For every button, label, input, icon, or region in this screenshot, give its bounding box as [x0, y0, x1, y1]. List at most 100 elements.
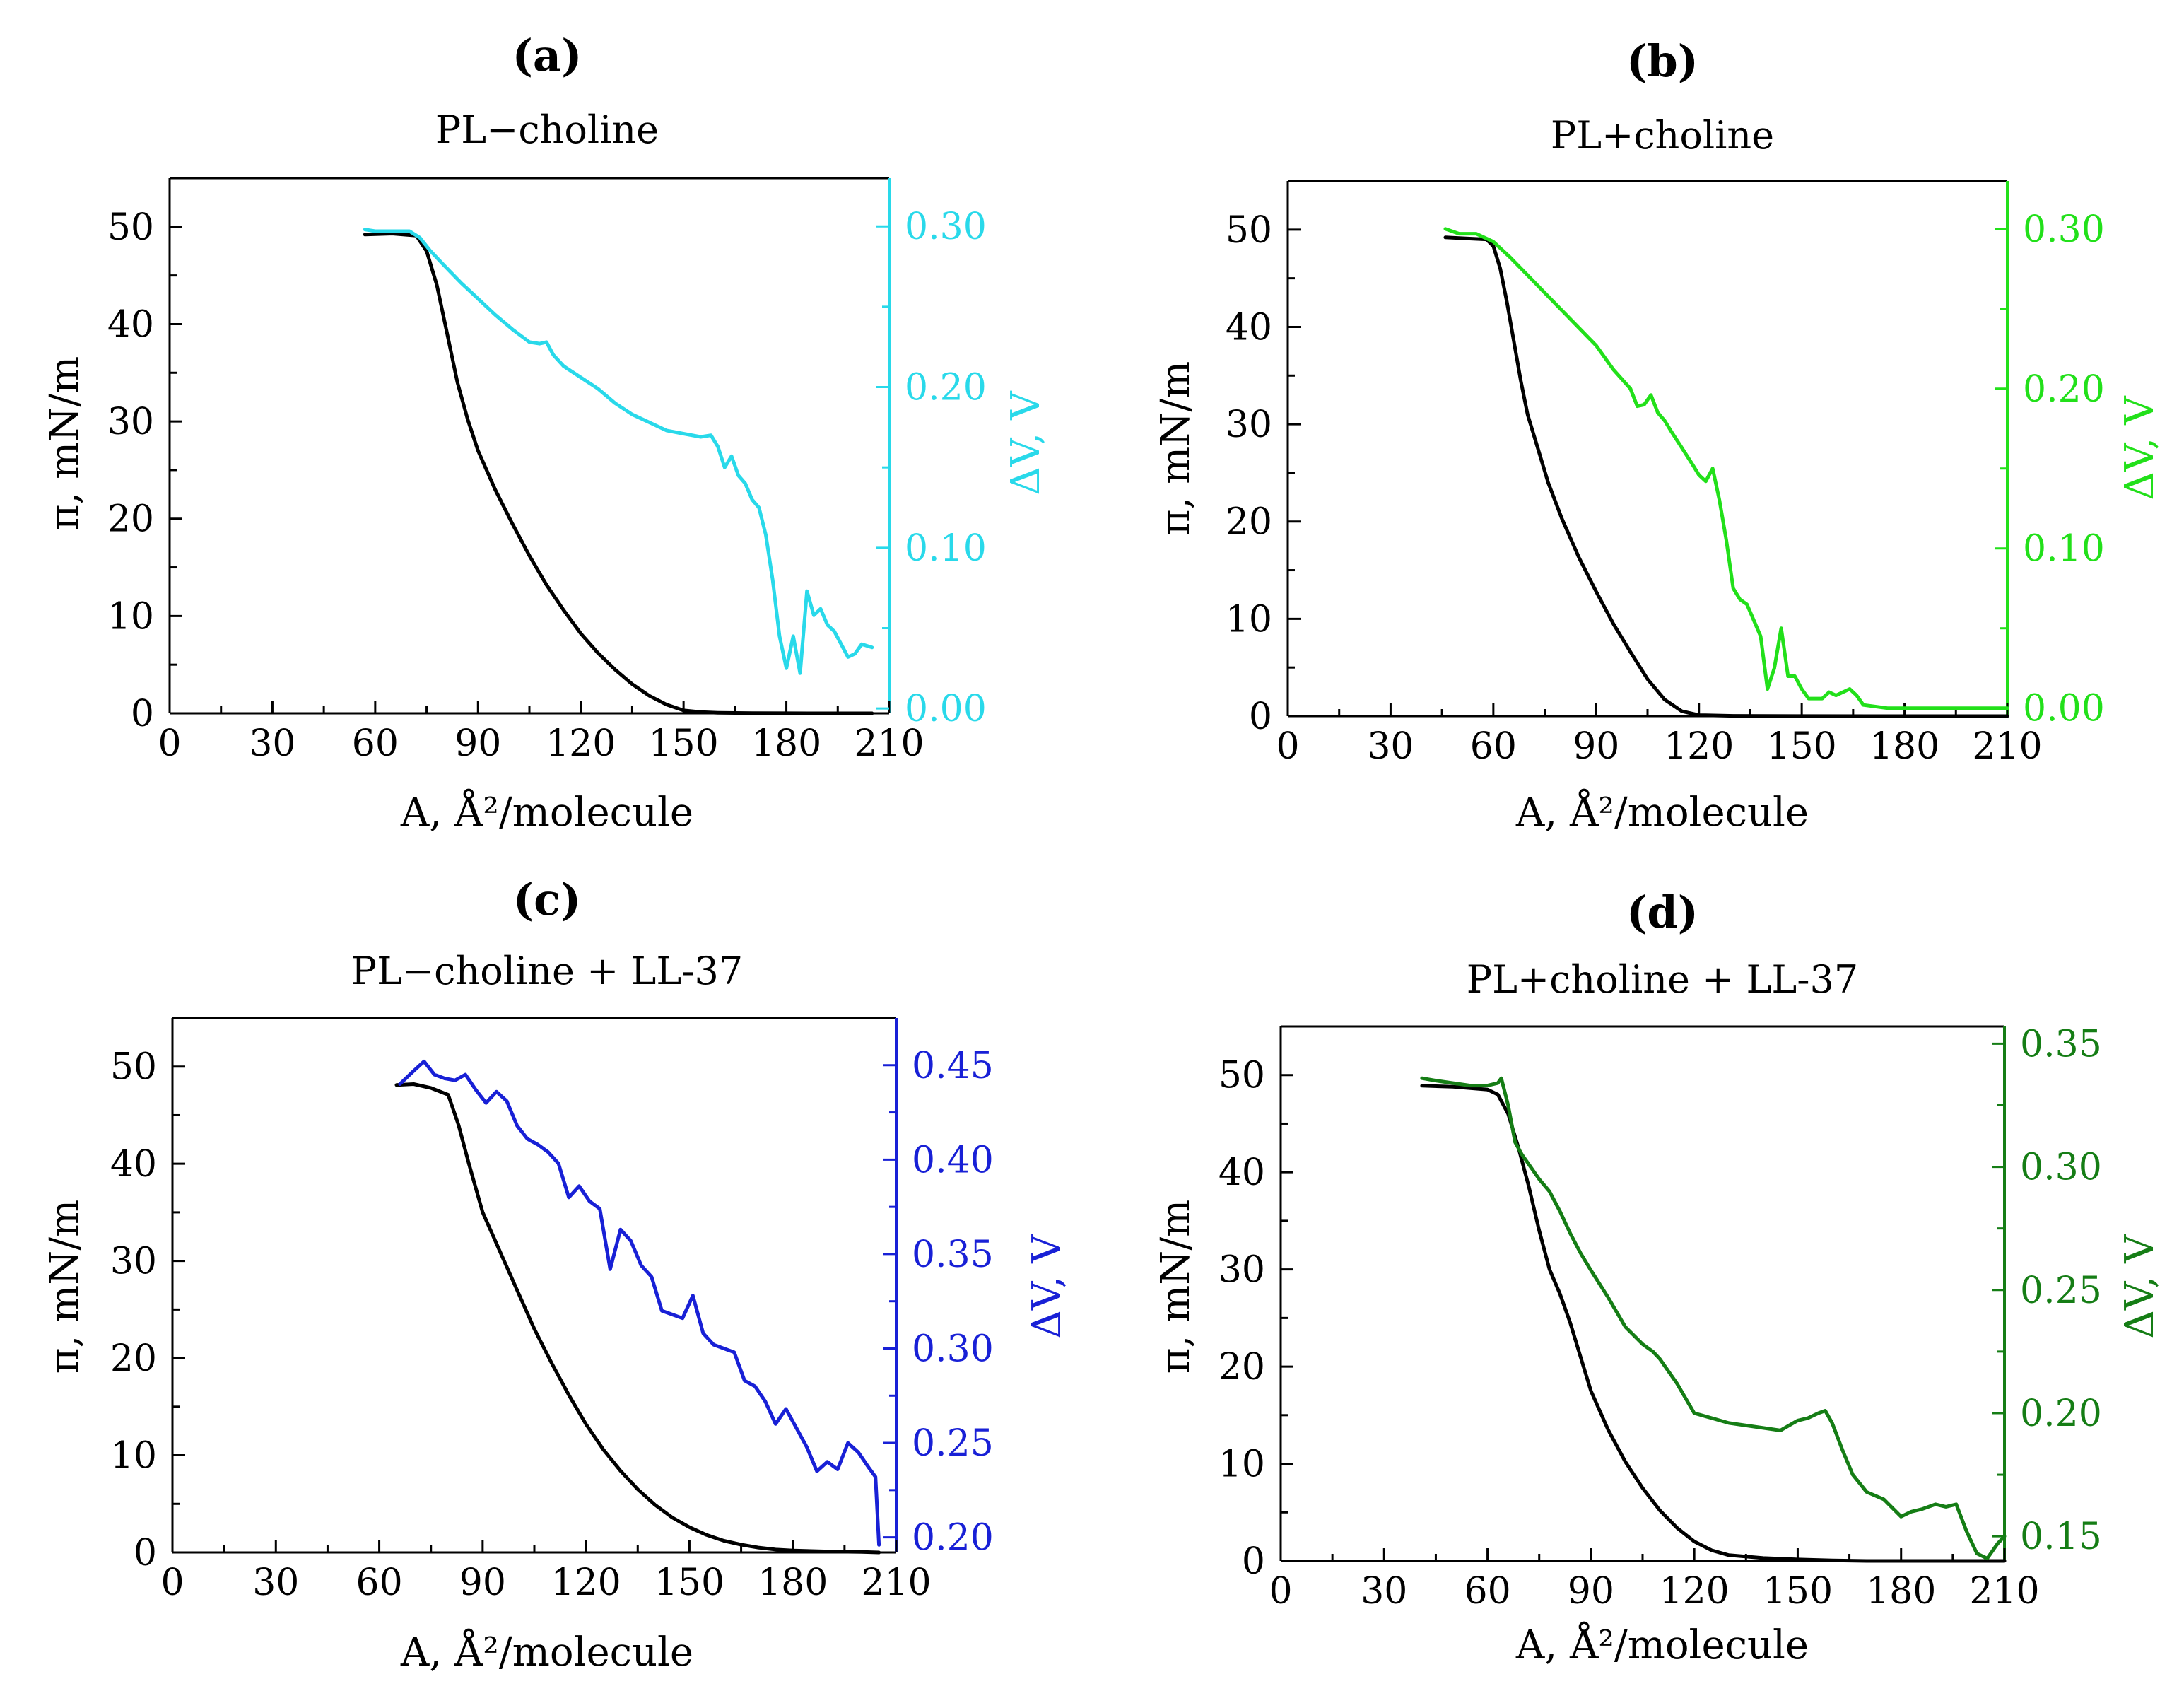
x-tick-label: 90: [459, 1562, 506, 1604]
y-tick-label: 10: [107, 595, 154, 638]
x-tick-label: 180: [751, 722, 821, 765]
y2-axis-label: ΔV, V: [1003, 390, 1049, 496]
chart-title: PL−choline + LL-37: [351, 949, 744, 993]
x-axis-label: A, Å²/molecule: [1515, 788, 1809, 836]
y2-tick-label: 0.30: [2020, 1147, 2102, 1189]
panel-tag: (c): [513, 874, 581, 925]
y2-tick-label: 0.30: [905, 206, 987, 248]
x-tick-label: 60: [1464, 1570, 1510, 1613]
x-tick-label: 180: [1866, 1570, 1936, 1613]
x-tick-label: 0: [158, 722, 181, 765]
x-tick-label: 30: [1367, 725, 1414, 768]
y-tick-label: 0: [1249, 696, 1272, 738]
x-tick-label: 30: [1361, 1570, 1407, 1613]
y-tick-label: 0: [134, 1532, 157, 1574]
x-tick-label: 90: [1573, 725, 1619, 768]
x-tick-label: 30: [252, 1562, 299, 1604]
delta-v-series-line: [1443, 227, 2009, 710]
pressure-series-line: [1420, 1084, 2007, 1563]
y2-axis-label: ΔV, V: [2117, 395, 2163, 501]
x-tick-label: 150: [654, 1562, 724, 1604]
y-tick-label: 40: [1219, 1152, 1265, 1194]
x-tick-label: 210: [861, 1562, 931, 1604]
y2-tick-label: 0.30: [912, 1328, 994, 1370]
y-axis-label: π, mN/m: [1153, 361, 1199, 535]
y2-tick-label: 0.10: [2023, 528, 2105, 571]
delta-v-series-line: [363, 228, 874, 675]
y-tick-label: 40: [110, 1143, 157, 1186]
x-tick-label: 0: [1269, 1570, 1292, 1613]
x-tick-label: 0: [1276, 725, 1299, 768]
x-axis-label: A, Å²/molecule: [400, 788, 693, 836]
x-tick-label: 180: [1869, 725, 1939, 768]
panel-c: (c) PL−choline + LL-37 A, Å²/molecule π,…: [42, 874, 1070, 1675]
x-tick-label: 60: [1470, 725, 1517, 768]
panel-a: (a) PL−choline A, Å²/molecule π, mN/m ΔV…: [42, 30, 1049, 836]
y-tick-label: 30: [1226, 404, 1272, 446]
x-tick-label: 90: [1568, 1570, 1614, 1613]
panel-d: (d) PL+choline + LL-37 A, Å²/molecule π,…: [1153, 887, 2163, 1668]
y-tick-label: 30: [107, 401, 154, 443]
y2-tick-label: 0.25: [912, 1422, 994, 1465]
y2-tick-label: 0.35: [2020, 1023, 2102, 1065]
x-tick-label: 180: [758, 1562, 828, 1604]
x-tick-label: 60: [356, 1562, 402, 1604]
y-tick-label: 20: [110, 1338, 157, 1380]
pressure-series-line: [394, 1082, 881, 1555]
y-tick-label: 0: [131, 693, 154, 735]
y-axis-label: π, mN/m: [42, 1200, 88, 1374]
x-tick-label: 120: [546, 722, 616, 765]
panel-b: (b) PL+choline A, Å²/molecule π, mN/m ΔV…: [1153, 35, 2163, 836]
chart-title: PL−choline: [435, 107, 659, 152]
y2-tick-label: 0.20: [905, 367, 987, 409]
delta-v-series-line: [398, 1059, 881, 1547]
x-tick-label: 210: [1972, 725, 2042, 768]
y-tick-label: 50: [107, 206, 154, 249]
y-axis-label: π, mN/m: [42, 356, 88, 530]
x-tick-label: 0: [160, 1562, 184, 1604]
y2-tick-label: 0.20: [2023, 368, 2105, 411]
x-axis-label: A, Å²/molecule: [1515, 1621, 1809, 1668]
y-tick-label: 20: [1226, 501, 1272, 544]
pressure-series-line: [1443, 235, 2009, 718]
y2-tick-label: 0.10: [905, 527, 987, 570]
x-tick-label: 150: [1767, 725, 1837, 768]
y2-tick-label: 0.00: [2023, 688, 2105, 730]
y-tick-label: 40: [107, 303, 154, 346]
x-tick-label: 150: [1763, 1570, 1833, 1613]
y2-axis-label: ΔV, V: [2117, 1234, 2163, 1339]
y-tick-label: 40: [1226, 306, 1272, 349]
x-tick-label: 120: [1660, 1570, 1730, 1613]
y2-tick-label: 0.40: [912, 1139, 994, 1181]
y2-tick-label: 0.25: [2020, 1270, 2102, 1312]
chart-title: PL+choline: [1551, 113, 1774, 158]
x-tick-label: 120: [1664, 725, 1734, 768]
y-axis-label: π, mN/m: [1153, 1200, 1199, 1374]
chart-title: PL+choline + LL-37: [1467, 957, 1859, 1002]
y2-tick-label: 0.20: [912, 1517, 994, 1560]
panel-tag: (b): [1626, 35, 1698, 87]
y-tick-label: 50: [110, 1046, 157, 1089]
y-tick-label: 20: [1219, 1346, 1265, 1388]
pressure-series-line: [363, 232, 874, 715]
y-tick-label: 10: [1219, 1444, 1265, 1486]
y2-tick-label: 0.30: [2023, 209, 2105, 251]
y-tick-label: 10: [110, 1435, 157, 1478]
y-tick-label: 50: [1219, 1055, 1265, 1097]
x-tick-label: 120: [551, 1562, 621, 1604]
delta-v-series-line: [1420, 1076, 2007, 1560]
panel-tag: (a): [512, 30, 582, 81]
y-tick-label: 20: [107, 498, 154, 541]
panel-tag: (d): [1626, 887, 1698, 938]
y-tick-label: 30: [110, 1241, 157, 1283]
y2-tick-label: 0.45: [912, 1045, 994, 1087]
y-tick-label: 0: [1242, 1540, 1265, 1583]
x-tick-label: 60: [352, 722, 399, 765]
y-tick-label: 50: [1226, 209, 1272, 252]
x-axis-label: A, Å²/molecule: [400, 1628, 693, 1675]
y2-axis-label: ΔV, V: [1024, 1234, 1070, 1339]
x-tick-label: 150: [649, 722, 719, 765]
x-tick-label: 90: [454, 722, 501, 765]
y2-tick-label: 0.35: [912, 1234, 994, 1276]
